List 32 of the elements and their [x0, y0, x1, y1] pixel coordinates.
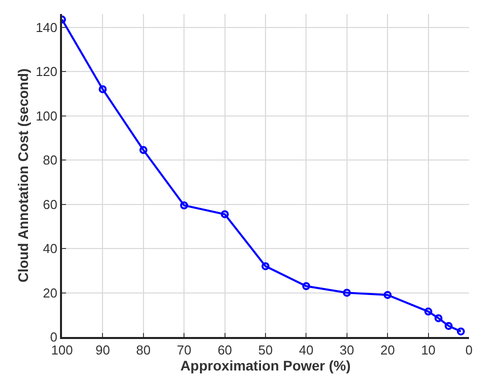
- x-axis-title: Approximation Power (%): [180, 358, 351, 374]
- point: [444, 322, 453, 330]
- point: [456, 327, 465, 336]
- x-tick-label: 40: [298, 342, 314, 358]
- point: [180, 201, 188, 210]
- x-tick-label: 50: [258, 342, 273, 358]
- point: [139, 146, 148, 154]
- y-tick-label: 40: [42, 241, 58, 256]
- point: [342, 288, 351, 297]
- x-tick-label: 90: [95, 342, 110, 358]
- x-tick-label: 60: [218, 342, 232, 358]
- point: [434, 314, 442, 322]
- point: [262, 262, 270, 270]
- point: [98, 85, 107, 94]
- x-tick-label: 80: [136, 342, 151, 358]
- y-axis-title: Cloud Annotation Cost (second): [14, 68, 31, 283]
- y-tick-label: 120: [36, 64, 58, 80]
- y-tick-label: 100: [36, 108, 58, 124]
- x-tick-label: 10: [421, 342, 436, 358]
- x-tick-label: 70: [176, 342, 192, 358]
- x-tick-label: 20: [380, 342, 395, 358]
- point: [384, 290, 392, 299]
- y-tick-label: 60: [42, 196, 58, 212]
- x-tick-label: 0: [465, 342, 473, 358]
- y-tick-label: 20: [42, 285, 58, 300]
- y-tick-label: 0: [50, 330, 58, 345]
- x-tick-label: 30: [340, 342, 354, 358]
- point: [302, 282, 310, 290]
- y-tick-label: 80: [42, 152, 58, 168]
- y-tick-label: 140: [36, 20, 58, 35]
- point: [424, 308, 432, 316]
- point: [220, 210, 229, 218]
